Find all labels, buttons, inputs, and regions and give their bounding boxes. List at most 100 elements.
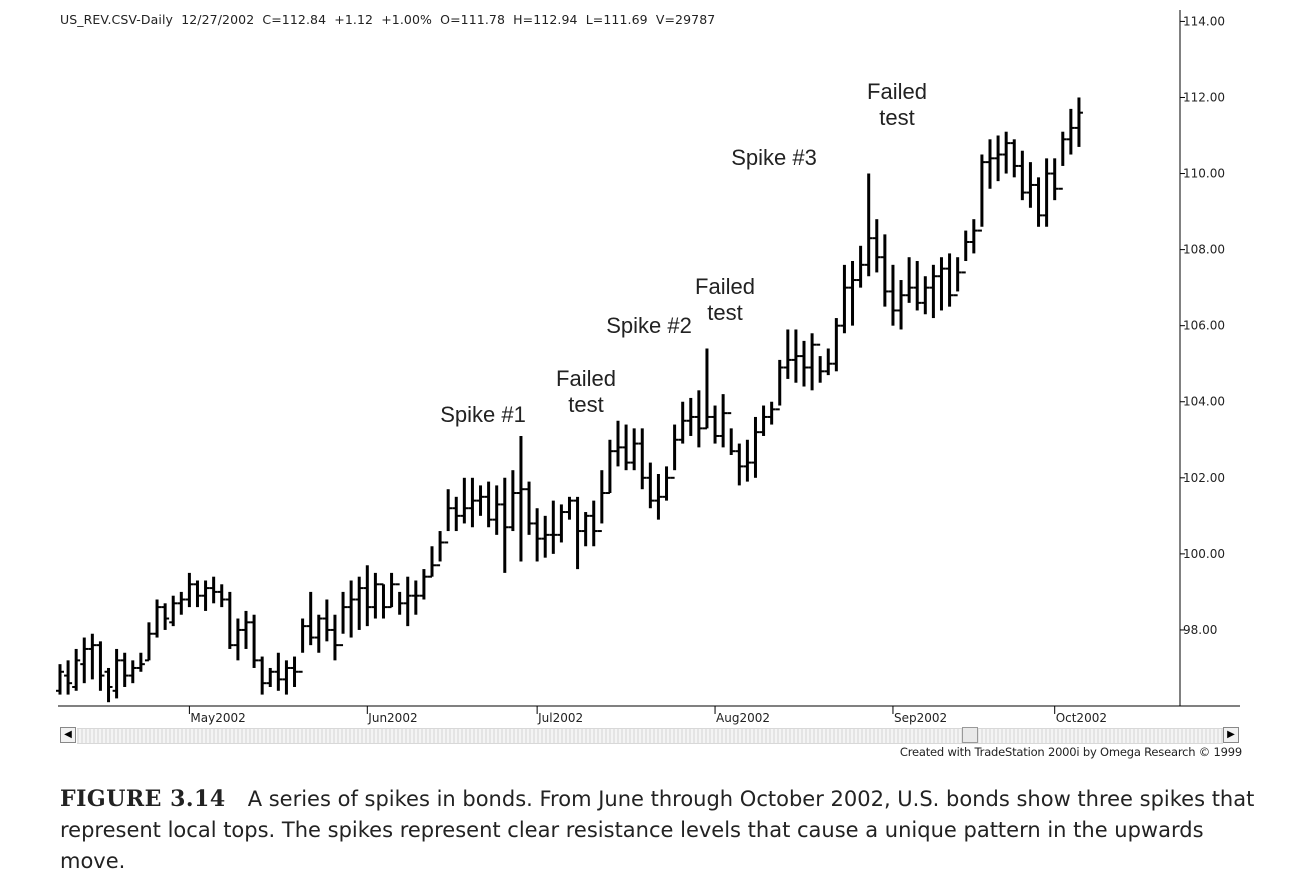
ohlc-bar: [64, 660, 73, 695]
ohlc-bar: [557, 504, 566, 543]
ohlc-bar: [1066, 108, 1075, 155]
ohlc-bar: [177, 591, 186, 615]
ohlc-bar: [379, 583, 388, 619]
ohlc-bar: [597, 470, 606, 533]
x-axis: May2002 Jun2002 Jul2002 Aug2002 Sep2002 Oct20…: [188, 706, 1107, 725]
ohlc-bar: [848, 261, 857, 326]
ohlc-bar: [80, 637, 89, 684]
ohlc-bar: [258, 656, 267, 695]
ohlc-bar: [347, 580, 356, 638]
arrow-right-icon: ▶: [1227, 729, 1235, 740]
ohlc-bar: [306, 591, 315, 646]
ohlc-bar: [468, 477, 477, 528]
x-tick-label: Sep2002: [894, 711, 947, 725]
ohlc-bar: [727, 412, 736, 455]
annotation-failed-test-2-line2: test: [707, 300, 742, 325]
ohlc-bar: [630, 428, 639, 471]
ohlc-bar: [541, 515, 550, 558]
ohlc-bar: [330, 614, 339, 661]
y-tick-label: 98.00: [1183, 623, 1217, 637]
annotation-failed-test-3: Failed: [867, 79, 927, 104]
ohlc-bar: [808, 333, 817, 391]
ohlc-bar: [711, 405, 720, 444]
ohlc-bar: [500, 477, 509, 573]
horizontal-scrollbar[interactable]: [77, 728, 1223, 744]
scrollbar-thumb[interactable]: [962, 727, 978, 743]
ohlc-bar: [929, 264, 938, 319]
ohlc-bar: [816, 343, 825, 383]
ohlc-bar: [913, 261, 922, 311]
ohlc-bar: [355, 576, 364, 630]
ohlc-bar: [250, 614, 259, 668]
ohlc-bar: [565, 496, 574, 520]
ohlc-bar: [88, 633, 97, 680]
y-tick-label: 114.00: [1183, 14, 1225, 28]
scroll-right-button[interactable]: ▶: [1223, 727, 1239, 743]
ohlc-bar: [751, 416, 760, 478]
ohlc-bar: [654, 474, 663, 520]
ohlc-bar: [864, 173, 873, 277]
ohlc-bar: [72, 648, 81, 691]
ohlc-bar: [905, 257, 914, 303]
ohlc-bar: [1074, 97, 1083, 147]
ohlc-bar: [1050, 158, 1059, 201]
ohlc-bar: [622, 424, 631, 471]
ohlc-bar: [185, 572, 194, 608]
x-tick-label: Jun2002: [367, 711, 417, 725]
ohlc-bar: [759, 405, 768, 436]
ohlc-bar: [209, 576, 218, 604]
ohlc-bar: [322, 599, 331, 642]
y-tick-label: 100.00: [1183, 547, 1225, 561]
ohlc-bar: [525, 481, 534, 535]
ohlc-bar: [961, 230, 970, 274]
y-tick-label: 106.00: [1183, 319, 1225, 333]
x-tick-label: Jul2002: [537, 711, 583, 725]
ohlc-bar: [428, 546, 436, 578]
ohlc-bar: [573, 496, 582, 570]
ohlc-bar: [153, 599, 162, 638]
annotations: Spike #1 Failed test Spike #2 Failed tes…: [440, 79, 927, 427]
ohlc-bar: [605, 439, 614, 495]
ohlc-bar: [856, 245, 865, 288]
ohlc-bar: [1042, 158, 1051, 227]
ohlc-bar: [743, 439, 752, 482]
ohlc-bar: [266, 667, 275, 687]
ohlc-bar: [104, 667, 113, 703]
ohlc-bar: [492, 485, 501, 535]
ohlc-bar: [371, 572, 380, 619]
ohlc-bar: [436, 531, 445, 567]
ohlc-bar: [824, 348, 833, 376]
ohlc-bar: [120, 652, 129, 687]
ohlc-bar: [339, 591, 348, 647]
ohlc-bar: [403, 576, 412, 627]
ohlc-bar: [298, 618, 307, 673]
y-tick-label: 110.00: [1183, 167, 1225, 181]
scroll-left-button[interactable]: ◀: [60, 727, 76, 743]
ohlc-bar: [516, 435, 525, 562]
ohlc-bar: [508, 470, 517, 532]
ohlc-bar: [614, 420, 622, 467]
ohlc-bar: [638, 428, 647, 490]
ohlc-bar: [112, 648, 121, 699]
ohlc-bar: [290, 656, 299, 687]
ohlc-bar: [581, 512, 590, 547]
ohlc-bar: [274, 652, 283, 691]
annotation-spike-3: Spike #3: [731, 145, 817, 170]
ohlc-bar: [589, 500, 598, 547]
ohlc-bar: [646, 462, 655, 509]
ohlc-bar: [549, 500, 558, 554]
ohlc-bar: [56, 664, 64, 695]
credit-line: Created with TradeStation 2000i by Omega…: [899, 745, 1242, 759]
ohlc-bar: [994, 135, 1003, 182]
figure-caption: FIGURE 3.14 A series of spikes in bonds. …: [60, 784, 1260, 877]
ohlc-bar: [735, 443, 744, 486]
x-tick-label: Oct2002: [1056, 711, 1107, 725]
ohlc-bar: [953, 257, 962, 297]
ohlc-bar: [937, 257, 946, 311]
ohlc-bar: [880, 234, 889, 307]
ohlc-bar: [888, 264, 897, 326]
ohlc-bar: [225, 591, 234, 649]
ohlc-bar: [840, 264, 849, 334]
ohlc-bar: [791, 329, 800, 383]
ohlc-bar: [242, 610, 250, 649]
